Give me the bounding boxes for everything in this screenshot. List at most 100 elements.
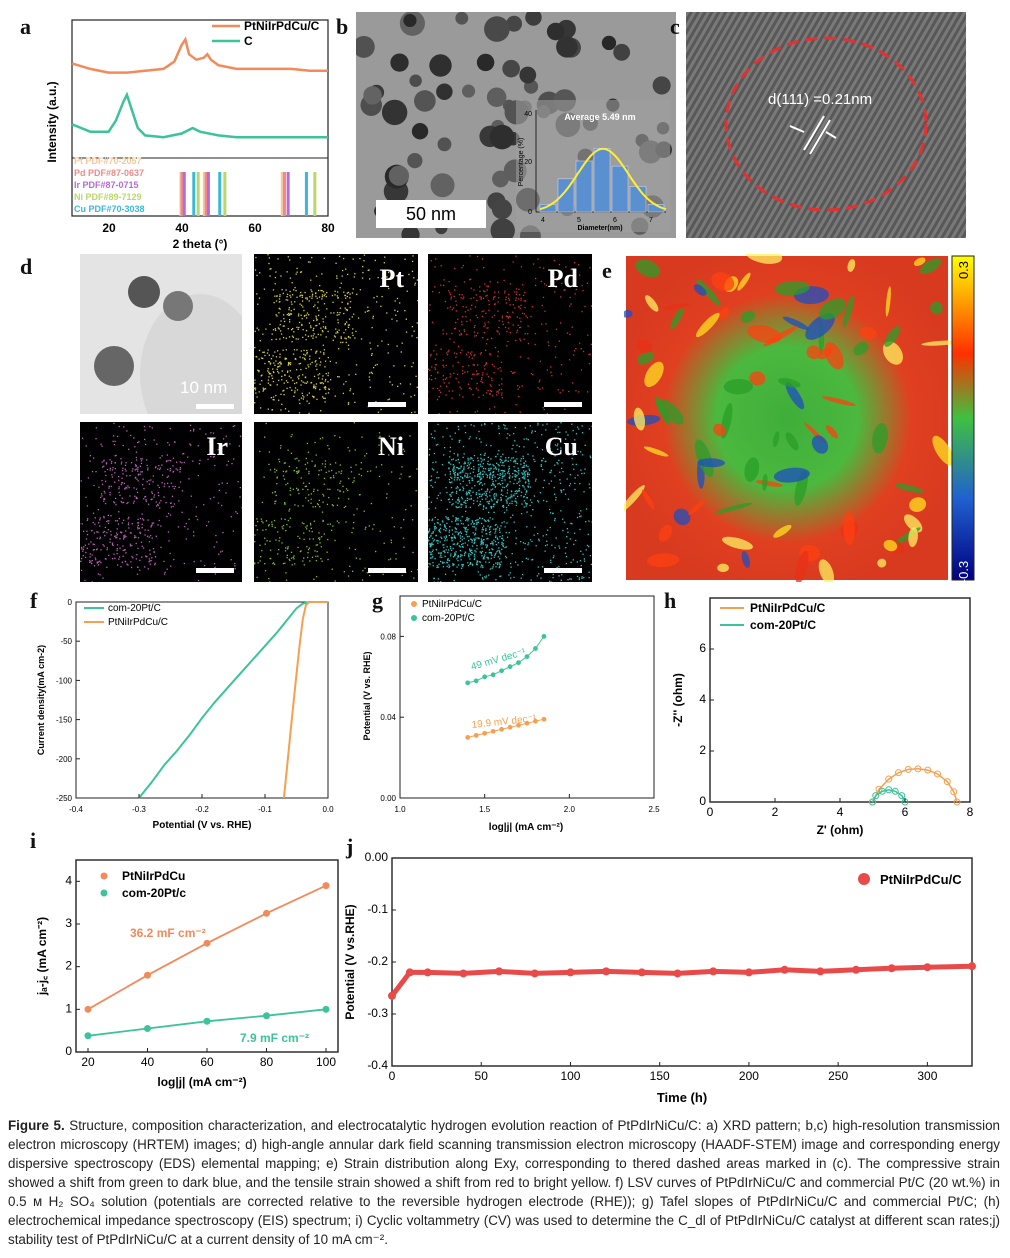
eds-pixel xyxy=(474,306,477,308)
cdl-cap-ptni: 36.2 mF cm⁻² xyxy=(130,926,206,940)
eds-pixel xyxy=(226,482,228,484)
eds-pixel xyxy=(470,308,472,310)
eds-pixel xyxy=(340,470,343,472)
eds-pixel xyxy=(493,296,495,299)
eds-pixel xyxy=(527,333,529,335)
eds-pixel xyxy=(466,544,469,546)
eds-pixel xyxy=(284,550,287,552)
eds-pixel xyxy=(278,298,281,300)
eds-pixel xyxy=(313,396,315,398)
eds-pixel xyxy=(465,472,467,475)
eds-pixel xyxy=(337,322,339,324)
tafel-legend-swatch-0 xyxy=(411,601,417,607)
strain-region xyxy=(696,279,721,306)
eds-pixel xyxy=(321,396,324,398)
xrd-ref-cu-2 xyxy=(304,172,308,216)
eds-pixel xyxy=(305,497,307,499)
eds-pixel xyxy=(485,575,488,577)
eds-pixel xyxy=(136,554,138,556)
eds-pixel xyxy=(328,496,330,499)
eds-pixel xyxy=(121,477,123,479)
eds-pixel xyxy=(579,482,581,485)
eds-pixel xyxy=(429,545,431,548)
eds-pixel xyxy=(457,564,460,566)
eds-pixel xyxy=(137,566,139,568)
eds-pixel xyxy=(270,373,272,375)
eds-pixel xyxy=(367,470,369,473)
eds-pixel xyxy=(257,562,259,564)
eds-pixel xyxy=(448,531,450,533)
eds-pixel xyxy=(428,566,429,568)
eds-pixel xyxy=(508,469,510,471)
panel-label-g: g xyxy=(372,588,383,613)
eds-pixel xyxy=(531,432,533,434)
eds-pixel xyxy=(339,287,341,289)
eds-pixel xyxy=(469,548,471,550)
eds-pixel xyxy=(466,320,468,323)
strain-region xyxy=(805,313,835,340)
eds-pixel xyxy=(289,489,291,492)
eds-pixel xyxy=(515,451,517,453)
eds-pixel xyxy=(133,536,136,539)
eds-pixel xyxy=(577,474,579,476)
eds-pixel xyxy=(345,380,347,383)
eds-pixel xyxy=(541,434,543,436)
eds-pixel xyxy=(497,470,500,472)
eds-pixel xyxy=(436,398,439,401)
eds-pixel xyxy=(382,573,384,576)
tafel-point xyxy=(482,674,488,680)
eds-pixel xyxy=(297,315,300,317)
eds-pixel xyxy=(294,563,296,565)
eds-pixel xyxy=(484,368,486,370)
eds-pixel xyxy=(258,391,260,393)
eds-pixel xyxy=(494,295,496,298)
eds-pixel xyxy=(488,503,490,505)
eds-pixel xyxy=(531,501,533,504)
eds-pixel xyxy=(560,373,562,375)
eds-pixel xyxy=(591,305,592,307)
eds-pixel xyxy=(579,560,582,562)
tem-particle xyxy=(407,152,423,169)
eds-pixel xyxy=(320,410,322,412)
eds-pixel xyxy=(97,564,100,566)
eds-pixel xyxy=(487,327,489,329)
eds-pixel xyxy=(485,473,487,476)
eds-pixel xyxy=(492,480,494,483)
eds-pixel xyxy=(279,301,281,303)
eds-pixel xyxy=(472,525,474,528)
eds-pixel xyxy=(457,474,459,476)
eds-pixel xyxy=(318,373,321,375)
eds-pixel xyxy=(137,526,139,528)
eds-pixel xyxy=(160,546,162,549)
eds-pixel xyxy=(454,520,457,522)
lattice-marker-2 xyxy=(809,119,831,155)
eds-pixel xyxy=(327,372,330,374)
eds-pixel xyxy=(465,528,467,530)
strain-region xyxy=(795,550,809,582)
eds-pixel xyxy=(436,539,439,542)
eds-pixel xyxy=(343,383,345,385)
eds-pixel xyxy=(311,556,314,559)
eds-pixel xyxy=(473,466,475,468)
eds-pixel xyxy=(464,499,467,502)
xrd-ref-pt-1 xyxy=(202,172,206,216)
eds-pixel xyxy=(322,382,324,385)
eds-pixel xyxy=(435,444,438,446)
eds-pixel xyxy=(296,457,298,460)
eds-pixel xyxy=(320,558,322,560)
eds-pixel xyxy=(467,473,469,475)
eds-pixel xyxy=(451,498,454,501)
eds-pixel xyxy=(550,480,553,482)
eis-xtick-1: 2 xyxy=(772,805,779,819)
strain-region xyxy=(656,398,684,425)
eds-pixel xyxy=(152,522,155,524)
eds-pixel xyxy=(434,367,436,369)
eds-pixel xyxy=(490,467,492,469)
eds-pixel xyxy=(544,460,546,463)
eds-pixel xyxy=(450,495,452,497)
eds-pixel xyxy=(491,542,493,545)
eds-pixel xyxy=(578,264,580,266)
eds-pixel xyxy=(449,376,451,378)
eds-pixel xyxy=(137,518,139,521)
eds-pixel xyxy=(288,510,290,512)
